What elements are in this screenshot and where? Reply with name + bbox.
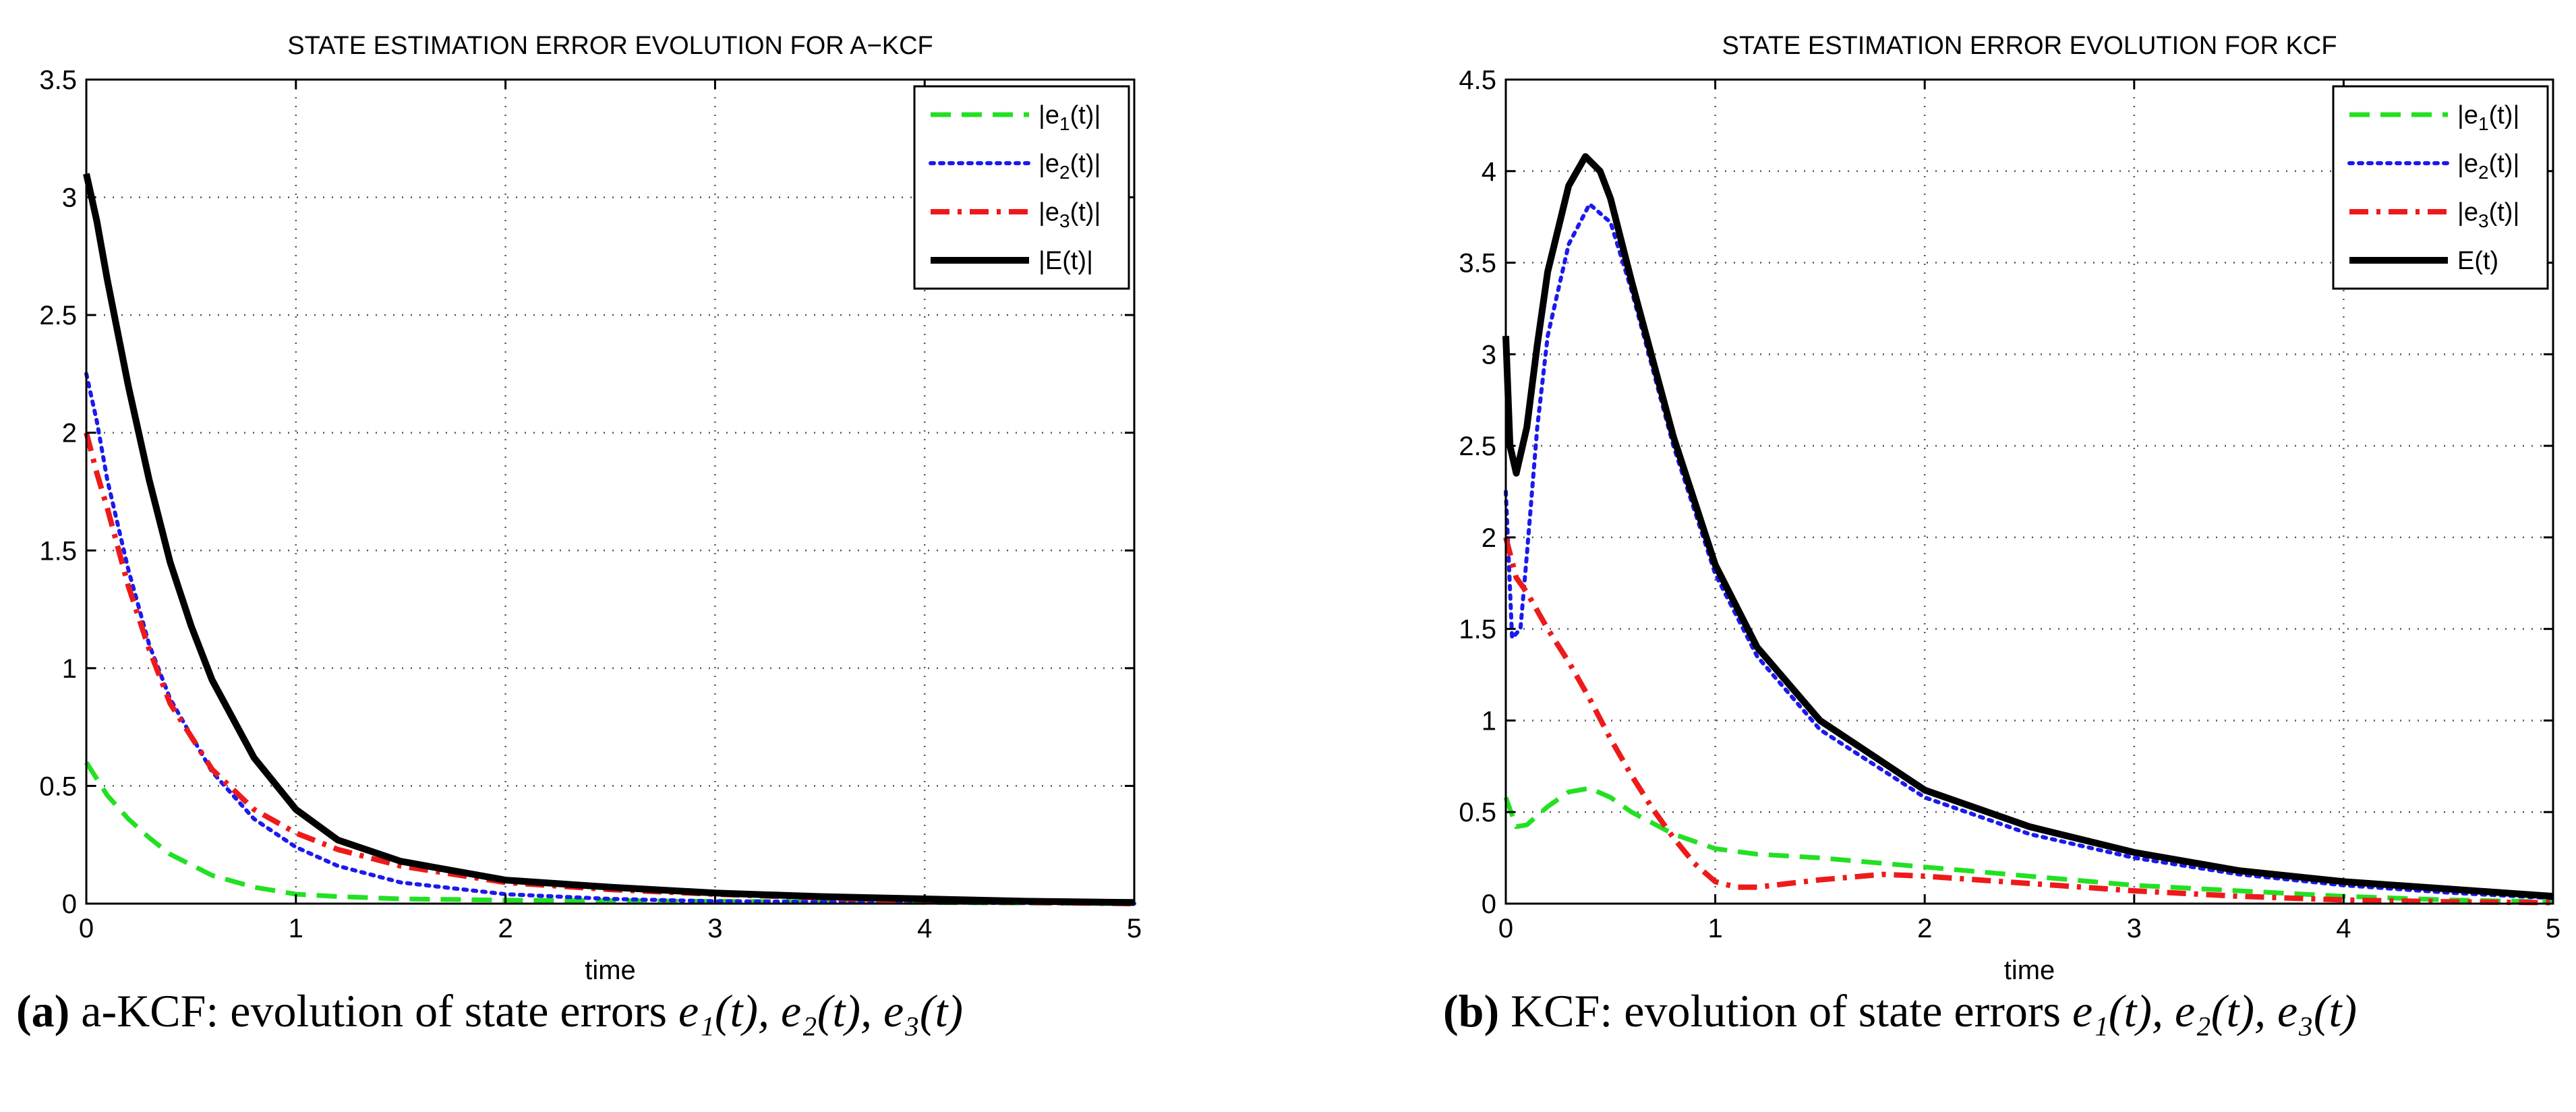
legend-label-2: |e2(t)| — [2457, 150, 2519, 183]
y-tick-label: 3.5 — [1459, 249, 1496, 279]
y-tick-label: 4 — [1482, 157, 1496, 187]
chart-a-kcf: 0 1 2 3 4 5 0 0.5 1 1.5 2 2.5 3 3.5 STATE ESTIMATION E… — [39, 32, 1142, 985]
x-tick-label: 2 — [1917, 914, 1932, 943]
x-tick-label: 5 — [2546, 914, 2560, 943]
plot-frame — [85, 78, 1136, 905]
legend-label-4: E(t) — [2457, 247, 2498, 275]
y-tick-label: 1.5 — [1459, 615, 1496, 645]
series-line-1 — [1503, 786, 2554, 904]
x-tick-label: 3 — [2127, 914, 2142, 943]
x-tick-label: 0 — [1498, 914, 1513, 943]
caption-a-label: (a) — [16, 985, 70, 1036]
caption-b: (b) KCF: evolution of state errors e₁(t)… — [1443, 985, 2357, 1038]
series-line-4 — [83, 173, 1135, 906]
caption-a-text: a-KCF: evolution of state errors — [81, 985, 667, 1036]
series-line-3 — [1503, 536, 2554, 906]
x-tick-label: 5 — [1127, 914, 1142, 943]
y-tick-label: 1 — [1482, 706, 1496, 736]
legend-box — [913, 85, 1130, 290]
series-line-2 — [84, 372, 1136, 906]
y-tick-label: 2 — [62, 419, 77, 448]
legend-label-2: |e2(t)| — [1038, 150, 1101, 183]
legend-box — [2332, 85, 2549, 290]
legend-label-1: |e1(t)| — [1038, 101, 1101, 134]
caption-a-math: e₁(t), e₂(t), e₃(t) — [678, 985, 964, 1036]
caption-b-math: e₁(t), e₂(t), e₃(t) — [2072, 985, 2357, 1036]
y-tick-label: 2.5 — [39, 301, 77, 330]
x-tick-label: 4 — [2336, 914, 2351, 943]
caption-a: (a) a-KCF: evolution of state errors e₁(… — [16, 985, 963, 1038]
y-tick-label: 1 — [62, 654, 77, 684]
caption-b-label: (b) — [1443, 985, 1500, 1036]
chart-title: STATE ESTIMATION ERROR EVOLUTION FOR KCF — [1722, 32, 2337, 60]
series-line-3 — [84, 432, 1135, 906]
x-tick-label: 2 — [498, 914, 513, 943]
x-tick-label: 1 — [1707, 914, 1722, 943]
x-tick-label: 4 — [917, 914, 932, 943]
y-tick-label: 3.5 — [39, 65, 77, 95]
y-tick-label: 0 — [62, 889, 77, 919]
y-tick-label: 0.5 — [1459, 798, 1496, 827]
chart-kcf: 0 1 2 3 4 5 0 0.5 1 1.5 2 2.5 3 3.5 4 4.5 STATE ESTIMATI… — [1459, 32, 2560, 985]
y-tick-label: 0 — [1482, 889, 1496, 919]
series-line-1 — [84, 761, 1135, 906]
series-line-4 — [1502, 153, 2554, 900]
caption-b-text: KCF: evolution of state errors — [1511, 985, 2061, 1036]
y-tick-label: 0.5 — [39, 771, 77, 801]
plot-frame — [1504, 78, 2554, 905]
x-tick-label: 3 — [707, 914, 722, 943]
y-tick-label: 4.5 — [1459, 65, 1496, 95]
legend-label-1: |e1(t)| — [2457, 101, 2519, 134]
y-tick-label: 2 — [1482, 523, 1496, 553]
legend: |e1(t)| |e2(t)| |e3(t)| |E(t)| — [913, 85, 1130, 290]
y-tick-label: 1.5 — [39, 536, 77, 566]
legend-label-3: |e3(t)| — [2457, 198, 2519, 231]
x-tick-label: 0 — [79, 914, 94, 943]
y-tick-label: 3 — [62, 183, 77, 213]
y-tick-label: 3 — [1482, 340, 1496, 370]
x-axis-label: time — [2004, 956, 2055, 985]
series-line-2 — [1504, 202, 2555, 900]
y-tick-label: 2.5 — [1459, 432, 1496, 461]
legend-label-3: |e3(t)| — [1038, 198, 1101, 231]
legend: |e1(t)| |e2(t)| |e3(t)| E(t) — [2332, 85, 2549, 290]
x-axis-label: time — [585, 956, 636, 985]
chart-title: STATE ESTIMATION ERROR EVOLUTION FOR A−K… — [287, 32, 933, 60]
x-tick-label: 1 — [289, 914, 303, 943]
legend-label-4: |E(t)| — [1038, 247, 1093, 275]
